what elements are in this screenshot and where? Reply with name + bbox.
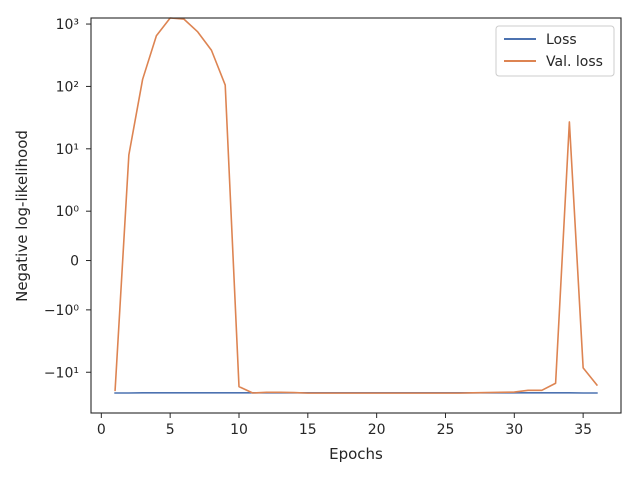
y-tick-label: −10⁰ bbox=[44, 303, 80, 319]
x-tick-label: 15 bbox=[299, 422, 317, 438]
y-axis: −10¹ −10⁰ 0 10⁰ 10¹ 10² 10³ bbox=[44, 17, 91, 381]
plot-frame bbox=[90, 17, 622, 414]
x-tick-label: 10 bbox=[230, 422, 248, 438]
y-tick-label: −10¹ bbox=[44, 365, 79, 381]
legend: Loss Val. loss bbox=[495, 25, 615, 77]
series-line-val-loss bbox=[114, 17, 599, 394]
y-tick-label: 10¹ bbox=[56, 142, 79, 158]
x-tick-label: 35 bbox=[574, 422, 592, 438]
x-axis-label: Epochs bbox=[329, 445, 383, 463]
y-axis-label: Negative log-likelihood bbox=[13, 130, 31, 302]
legend-label-loss: Loss bbox=[546, 32, 577, 48]
x-tick-label: 25 bbox=[437, 422, 455, 438]
y-tick-label: 10³ bbox=[56, 17, 79, 33]
x-tick-label: 5 bbox=[166, 422, 175, 438]
y-tick-label: 10⁰ bbox=[56, 204, 80, 220]
x-axis: 0 5 10 15 20 25 30 35 bbox=[97, 413, 592, 438]
x-tick-label: 0 bbox=[97, 422, 106, 438]
series-layer bbox=[114, 17, 599, 394]
x-tick-label: 30 bbox=[505, 422, 523, 438]
y-tick-label: 0 bbox=[70, 254, 79, 270]
y-tick-label: 10² bbox=[56, 79, 79, 95]
legend-label-val-loss: Val. loss bbox=[546, 54, 603, 70]
x-tick-label: 20 bbox=[368, 422, 386, 438]
